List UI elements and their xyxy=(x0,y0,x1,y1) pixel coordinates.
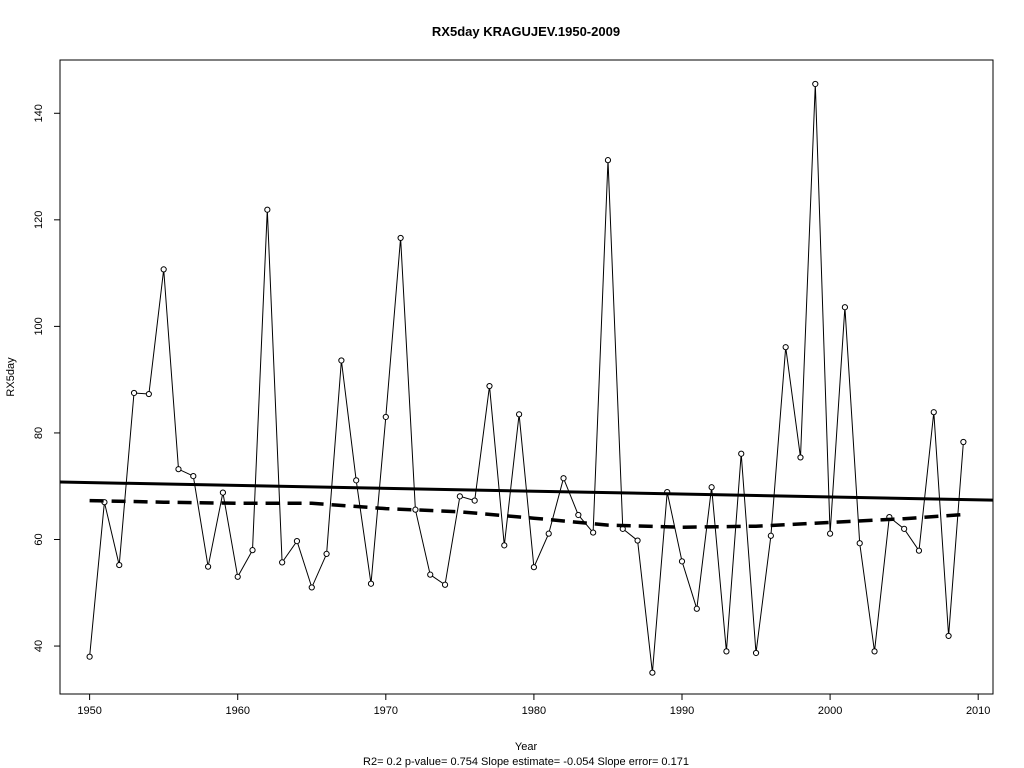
y-tick-label: 80 xyxy=(33,427,45,439)
y-tick-label: 40 xyxy=(33,640,45,652)
data-point xyxy=(545,530,552,537)
data-point xyxy=(456,493,463,500)
data-point xyxy=(915,547,923,554)
y-axis: 40 60 80 100 120 140 xyxy=(33,104,60,652)
data-point xyxy=(353,477,360,484)
data-point xyxy=(590,529,597,536)
x-tick-label: 1950 xyxy=(77,705,101,717)
data-point xyxy=(397,234,404,242)
data-point xyxy=(175,466,182,473)
data-point xyxy=(634,537,641,544)
data-point xyxy=(116,561,123,569)
data-point xyxy=(367,580,375,587)
data-point xyxy=(723,648,730,655)
x-tick-label: 1960 xyxy=(225,705,249,717)
x-axis-label: Year xyxy=(515,741,538,753)
plot-area xyxy=(59,80,994,676)
data-point xyxy=(871,648,878,655)
x-tick-label: 2010 xyxy=(966,705,990,717)
data-point xyxy=(293,537,301,545)
y-tick-label: 60 xyxy=(33,533,45,545)
data-point xyxy=(471,497,478,504)
y-axis-label: RX5day xyxy=(5,357,17,397)
x-tick-label: 1990 xyxy=(670,705,694,717)
rx5day-series-line xyxy=(89,83,964,673)
data-point xyxy=(782,344,789,351)
data-point xyxy=(382,413,389,421)
data-point xyxy=(960,438,967,446)
x-axis: 1950 1960 1970 1980 1990 2000 2010 xyxy=(77,694,990,717)
data-point xyxy=(856,540,863,547)
x-tick-label: 1970 xyxy=(374,705,398,717)
data-point xyxy=(693,605,700,612)
data-point xyxy=(901,525,908,532)
data-point xyxy=(826,530,834,537)
data-point xyxy=(678,558,686,565)
data-point xyxy=(812,80,819,88)
y-tick-label: 140 xyxy=(33,104,45,122)
data-point xyxy=(575,511,582,519)
y-tick-label: 120 xyxy=(33,211,45,229)
data-point xyxy=(649,669,656,676)
data-point xyxy=(412,506,419,513)
data-point xyxy=(486,382,493,390)
data-point xyxy=(604,157,612,164)
data-point xyxy=(752,649,760,657)
data-point xyxy=(308,584,315,591)
data-point xyxy=(86,653,93,660)
data-point xyxy=(338,357,345,364)
data-point xyxy=(767,532,774,539)
data-point xyxy=(234,573,241,580)
data-point xyxy=(130,389,138,397)
data-point xyxy=(427,571,434,578)
data-point xyxy=(560,475,567,482)
data-point xyxy=(160,266,167,273)
data-point xyxy=(204,563,212,570)
data-point xyxy=(797,454,804,461)
data-point xyxy=(249,547,256,554)
plot-frame xyxy=(59,59,994,695)
data-point xyxy=(708,484,715,491)
data-point xyxy=(323,550,330,557)
smoothed-trend-line xyxy=(89,498,964,529)
stats-footer: R2= 0.2 p-value= 0.754 Slope estimate= -… xyxy=(363,756,689,768)
data-point xyxy=(841,304,849,311)
chart-title: RX5day KRAGUJEV.1950-2009 xyxy=(432,24,620,39)
data-point xyxy=(945,632,952,640)
data-point xyxy=(219,489,227,496)
y-tick-label: 100 xyxy=(33,317,45,335)
data-point xyxy=(515,411,523,418)
data-point xyxy=(279,559,286,566)
linear-trend-line xyxy=(59,480,994,502)
x-tick-label: 1980 xyxy=(522,705,546,717)
data-point xyxy=(441,581,449,588)
data-point xyxy=(264,206,271,213)
x-tick-label: 2000 xyxy=(818,705,842,717)
data-point xyxy=(930,409,937,416)
data-point xyxy=(190,472,197,480)
data-point xyxy=(501,542,508,549)
data-point xyxy=(145,390,152,398)
data-point xyxy=(530,564,538,571)
data-point xyxy=(738,450,745,457)
